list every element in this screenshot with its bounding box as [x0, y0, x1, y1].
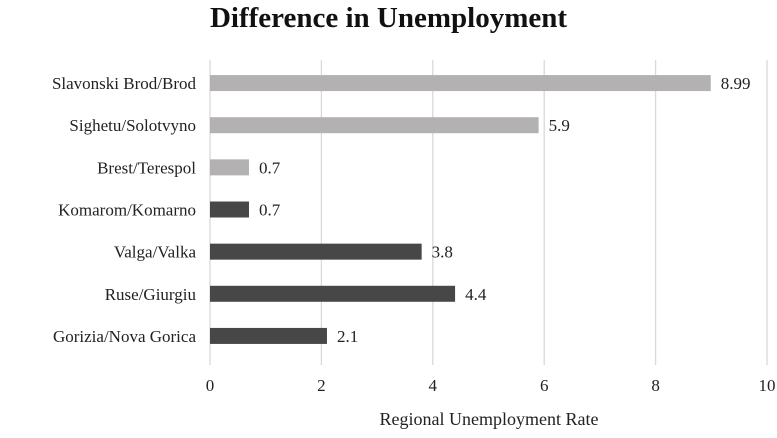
category-label: Slavonski Brod/Brod [52, 74, 197, 93]
data-label: 0.7 [259, 201, 281, 220]
x-axis-title: Regional Unemployment Rate [379, 409, 599, 429]
bar [210, 159, 249, 176]
bar [210, 201, 249, 218]
category-label: Sighetu/Solotvyno [69, 116, 196, 135]
bar [210, 117, 539, 134]
x-tick-label: 6 [540, 376, 549, 395]
value-labels: 8.99 5.9 0.7 0.7 3.8 4.4 2.1 [259, 74, 751, 346]
data-label: 8.99 [721, 74, 751, 93]
category-label: Gorizia/Nova Gorica [53, 327, 196, 346]
data-label: 0.7 [259, 158, 281, 177]
bar [210, 285, 456, 302]
category-label: Ruse/Giurgiu [105, 285, 197, 304]
data-label: 5.9 [549, 116, 570, 135]
category-label: Komarom/Komarno [58, 201, 196, 220]
data-label: 3.8 [432, 243, 453, 262]
bar [210, 243, 422, 260]
bars [210, 75, 711, 344]
bar [210, 327, 327, 344]
x-tick-label: 8 [651, 376, 660, 395]
category-label: Valga/Valka [114, 243, 197, 262]
x-tick-label: 10 [759, 376, 776, 395]
x-tick-label: 4 [429, 376, 438, 395]
category-labels: Slavonski Brod/Brod Sighetu/Solotvyno Bres… [52, 74, 197, 346]
data-label: 2.1 [337, 327, 358, 346]
x-tick-label: 2 [317, 376, 326, 395]
bar [210, 75, 711, 92]
category-label: Brest/Terespol [97, 158, 196, 177]
x-tick-label: 0 [206, 376, 215, 395]
gridlines [209, 60, 768, 365]
x-tick-labels: 0 2 4 6 8 10 [206, 376, 776, 395]
chart-title: Difference in Unemployment [209, 2, 568, 34]
data-label: 4.4 [465, 285, 487, 304]
